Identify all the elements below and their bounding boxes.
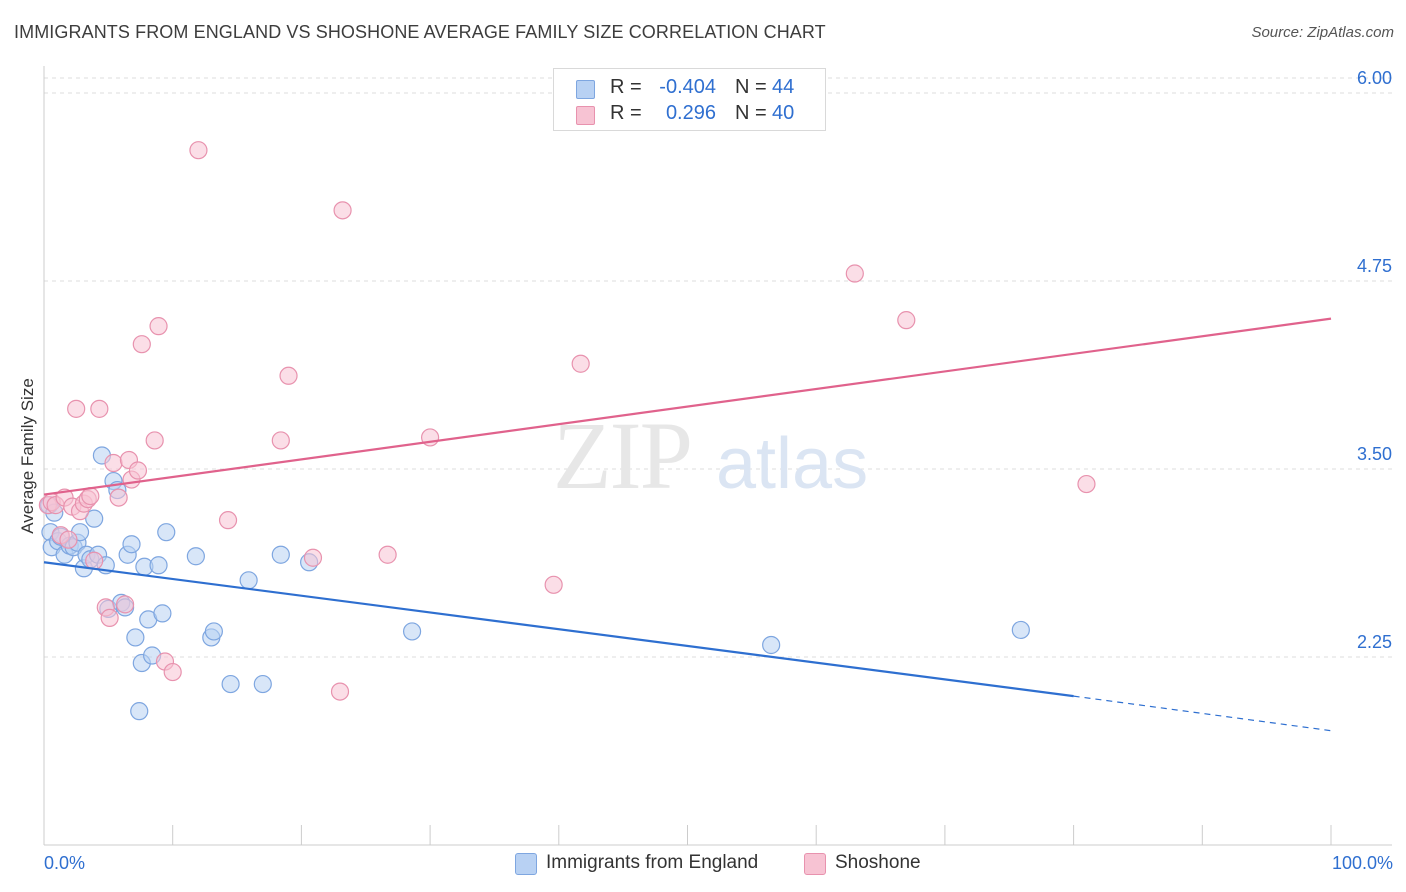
data-point-shoshone	[1077, 474, 1096, 494]
data-point-shoshone	[218, 511, 238, 530]
y-tick-label: 2.25	[1357, 632, 1392, 652]
data-point-shoshone	[163, 662, 182, 682]
data-point-shoshone	[845, 264, 864, 283]
data-point-shoshone	[378, 545, 397, 564]
legend-n-value: 40	[772, 102, 795, 124]
trend-layer	[43, 317, 1332, 732]
legend-swatch-shoshone	[576, 106, 595, 125]
legend-n-label: N =	[735, 76, 767, 98]
data-point-shoshone	[100, 608, 119, 628]
x-tick-label: 100.0%	[1332, 853, 1393, 873]
y-tick-label: 4.75	[1357, 256, 1392, 276]
data-point-shoshone	[189, 141, 208, 160]
grid-layer	[44, 77, 1392, 658]
data-point-england	[122, 535, 141, 554]
legend-swatch-england	[515, 853, 537, 875]
legend-r-label: R =	[610, 102, 642, 124]
data-point-england	[1011, 620, 1030, 640]
source-label: Source: ZipAtlas.com	[1251, 24, 1394, 41]
data-point-england	[271, 545, 290, 564]
data-point-shoshone	[109, 488, 128, 507]
data-point-england	[153, 604, 172, 623]
watermark-atlas: atlas	[716, 424, 868, 504]
data-point-england	[126, 628, 145, 647]
label-layer: 2.25 3.50 4.75 6.00 0.0% 100.0% Average Family…	[18, 68, 1393, 873]
data-point-shoshone	[271, 431, 290, 450]
data-point-shoshone	[544, 575, 563, 594]
y-axis-title: Average Family Size	[18, 378, 37, 534]
data-point-shoshone	[132, 335, 151, 354]
data-point-shoshone	[279, 366, 298, 385]
legend-swatch-england	[576, 80, 595, 99]
legend-r-value: 0.296	[665, 102, 716, 124]
legend-n-value: 44	[772, 76, 795, 98]
y-tick-label: 6.00	[1357, 68, 1392, 88]
correlation-legend: R = -0.404 N = 44 R = 0.296 N = 40	[553, 68, 826, 131]
trend-line-shoshone	[43, 317, 1332, 496]
legend-n-label: N =	[735, 102, 767, 124]
data-point-shoshone	[104, 453, 123, 473]
chart-title: IMMIGRANTS FROM ENGLAND VS SHOSHONE AVER…	[14, 22, 826, 42]
legend-r-label: R =	[610, 76, 642, 98]
legend-swatch-shoshone	[804, 853, 826, 875]
data-point-shoshone	[145, 431, 164, 450]
legend-label-shoshone: Shoshone	[835, 852, 921, 873]
data-point-england	[85, 509, 104, 528]
data-point-england	[762, 635, 781, 655]
data-point-shoshone	[90, 399, 109, 418]
data-point-england	[253, 674, 272, 694]
data-point-shoshone	[303, 548, 323, 567]
y-tick-label: 3.50	[1357, 444, 1392, 464]
data-point-shoshone	[897, 311, 916, 330]
data-point-shoshone	[85, 551, 104, 570]
data-point-shoshone	[333, 201, 352, 220]
x-tick-label: 0.0%	[44, 853, 85, 873]
data-point-england	[149, 556, 168, 575]
data-point-england	[239, 571, 258, 590]
legend-r-value: -0.404	[659, 76, 716, 98]
legend-label-england: Immigrants from England	[546, 852, 759, 873]
data-point-england	[130, 702, 149, 721]
data-point-england	[221, 674, 240, 694]
data-point-england	[186, 547, 205, 566]
watermark: ZIP atlas	[553, 402, 868, 509]
data-point-shoshone	[128, 461, 148, 480]
data-point-shoshone	[571, 354, 590, 373]
series-legend: Immigrants from England Shoshone	[0, 852, 1406, 878]
trend-line-england	[43, 561, 1074, 698]
data-point-shoshone	[330, 682, 350, 701]
data-point-shoshone	[59, 530, 78, 549]
data-point-shoshone	[149, 317, 168, 336]
watermark-zip: ZIP	[553, 402, 691, 509]
series-layer	[38, 141, 1096, 721]
data-point-england	[204, 622, 223, 641]
data-point-shoshone	[67, 399, 86, 418]
axis-layer	[43, 66, 1392, 846]
data-point-england	[157, 523, 176, 542]
data-point-england	[402, 622, 422, 641]
trend-line-extension-england	[1073, 695, 1332, 732]
data-point-shoshone	[115, 595, 135, 614]
